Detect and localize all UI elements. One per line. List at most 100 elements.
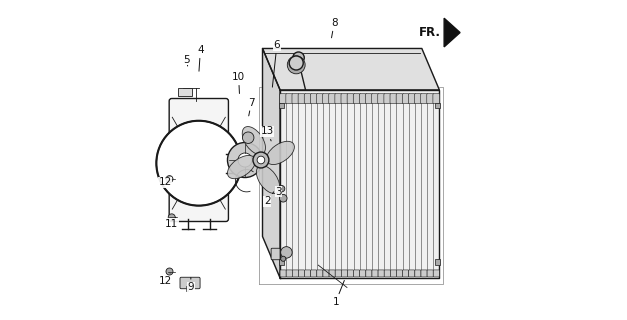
Circle shape xyxy=(278,186,285,192)
FancyBboxPatch shape xyxy=(366,94,372,104)
Circle shape xyxy=(257,156,265,164)
FancyBboxPatch shape xyxy=(415,270,421,277)
Bar xyxy=(435,260,440,265)
Polygon shape xyxy=(263,49,440,90)
FancyBboxPatch shape xyxy=(384,94,391,104)
Text: 11: 11 xyxy=(165,217,178,229)
FancyBboxPatch shape xyxy=(347,270,354,277)
Bar xyxy=(435,103,440,108)
FancyBboxPatch shape xyxy=(391,270,396,277)
FancyBboxPatch shape xyxy=(341,270,347,277)
FancyBboxPatch shape xyxy=(433,270,440,277)
FancyBboxPatch shape xyxy=(329,270,335,277)
FancyBboxPatch shape xyxy=(304,94,311,104)
FancyBboxPatch shape xyxy=(177,88,192,96)
FancyBboxPatch shape xyxy=(341,94,348,104)
FancyBboxPatch shape xyxy=(359,94,366,104)
FancyBboxPatch shape xyxy=(427,270,433,277)
FancyBboxPatch shape xyxy=(360,270,366,277)
Circle shape xyxy=(238,153,252,167)
Text: 6: 6 xyxy=(272,40,280,87)
FancyBboxPatch shape xyxy=(323,94,329,104)
FancyBboxPatch shape xyxy=(396,94,403,104)
Text: 4: 4 xyxy=(197,45,204,71)
FancyBboxPatch shape xyxy=(335,94,342,104)
Text: FR.: FR. xyxy=(419,26,441,39)
Ellipse shape xyxy=(242,126,265,155)
Text: 8: 8 xyxy=(331,18,337,38)
FancyBboxPatch shape xyxy=(372,94,379,104)
FancyBboxPatch shape xyxy=(311,270,317,277)
Text: 3: 3 xyxy=(275,187,282,197)
FancyBboxPatch shape xyxy=(169,99,228,221)
Circle shape xyxy=(281,256,286,261)
FancyBboxPatch shape xyxy=(403,270,409,277)
Circle shape xyxy=(243,132,254,143)
FancyBboxPatch shape xyxy=(347,94,354,104)
Circle shape xyxy=(253,152,269,168)
Text: 7: 7 xyxy=(248,98,255,116)
FancyBboxPatch shape xyxy=(280,270,286,277)
FancyBboxPatch shape xyxy=(335,270,341,277)
Text: 10: 10 xyxy=(232,72,245,93)
FancyBboxPatch shape xyxy=(396,270,403,277)
FancyBboxPatch shape xyxy=(271,248,280,260)
Circle shape xyxy=(228,142,263,178)
FancyBboxPatch shape xyxy=(329,94,335,104)
FancyBboxPatch shape xyxy=(292,270,298,277)
FancyBboxPatch shape xyxy=(354,270,360,277)
FancyBboxPatch shape xyxy=(298,94,305,104)
FancyBboxPatch shape xyxy=(403,94,409,104)
FancyBboxPatch shape xyxy=(298,270,305,277)
Circle shape xyxy=(280,195,287,202)
Circle shape xyxy=(166,268,173,275)
FancyBboxPatch shape xyxy=(310,94,317,104)
FancyBboxPatch shape xyxy=(323,270,329,277)
FancyBboxPatch shape xyxy=(353,94,360,104)
Ellipse shape xyxy=(228,156,255,179)
Text: 1: 1 xyxy=(332,280,344,307)
FancyBboxPatch shape xyxy=(421,270,427,277)
Polygon shape xyxy=(444,18,460,47)
Text: 5: 5 xyxy=(182,55,189,66)
FancyBboxPatch shape xyxy=(286,94,293,104)
Circle shape xyxy=(166,176,173,183)
Circle shape xyxy=(293,52,304,63)
Circle shape xyxy=(289,56,303,70)
Ellipse shape xyxy=(256,165,280,194)
Circle shape xyxy=(287,56,305,74)
FancyBboxPatch shape xyxy=(366,270,372,277)
FancyBboxPatch shape xyxy=(317,94,324,104)
FancyBboxPatch shape xyxy=(286,270,292,277)
Text: 9: 9 xyxy=(187,277,194,292)
Bar xyxy=(279,103,284,108)
Circle shape xyxy=(168,214,175,221)
Text: 2: 2 xyxy=(264,192,273,206)
Text: 13: 13 xyxy=(261,126,274,141)
FancyBboxPatch shape xyxy=(390,94,397,104)
FancyBboxPatch shape xyxy=(427,94,433,104)
FancyBboxPatch shape xyxy=(408,94,415,104)
Text: 12: 12 xyxy=(159,177,172,187)
FancyBboxPatch shape xyxy=(433,94,440,104)
FancyBboxPatch shape xyxy=(377,94,384,104)
FancyBboxPatch shape xyxy=(421,94,428,104)
FancyBboxPatch shape xyxy=(384,270,391,277)
FancyBboxPatch shape xyxy=(305,270,311,277)
Bar xyxy=(279,260,284,265)
FancyBboxPatch shape xyxy=(378,270,384,277)
FancyBboxPatch shape xyxy=(180,277,200,289)
FancyBboxPatch shape xyxy=(292,94,298,104)
Polygon shape xyxy=(263,49,280,278)
Polygon shape xyxy=(280,90,440,278)
FancyBboxPatch shape xyxy=(409,270,415,277)
FancyBboxPatch shape xyxy=(414,94,421,104)
FancyBboxPatch shape xyxy=(280,94,287,104)
Bar xyxy=(186,286,188,291)
Ellipse shape xyxy=(266,141,294,164)
Text: 12: 12 xyxy=(159,273,172,286)
Circle shape xyxy=(156,121,241,206)
FancyBboxPatch shape xyxy=(317,270,323,277)
Circle shape xyxy=(281,247,292,258)
FancyBboxPatch shape xyxy=(372,270,378,277)
